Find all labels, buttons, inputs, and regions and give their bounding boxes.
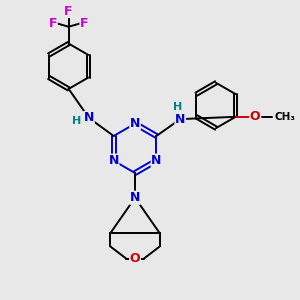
Text: O: O <box>130 252 140 265</box>
Text: N: N <box>109 154 119 167</box>
Text: N: N <box>130 117 140 130</box>
Text: N: N <box>84 112 94 124</box>
Text: CH₃: CH₃ <box>275 112 296 122</box>
Text: F: F <box>64 4 73 17</box>
Text: N: N <box>151 154 162 167</box>
Text: N: N <box>175 112 185 126</box>
Text: H: H <box>72 116 81 126</box>
Text: F: F <box>80 17 88 30</box>
Text: F: F <box>49 17 57 30</box>
Text: H: H <box>173 103 182 112</box>
Text: O: O <box>250 110 260 123</box>
Text: N: N <box>130 191 140 204</box>
